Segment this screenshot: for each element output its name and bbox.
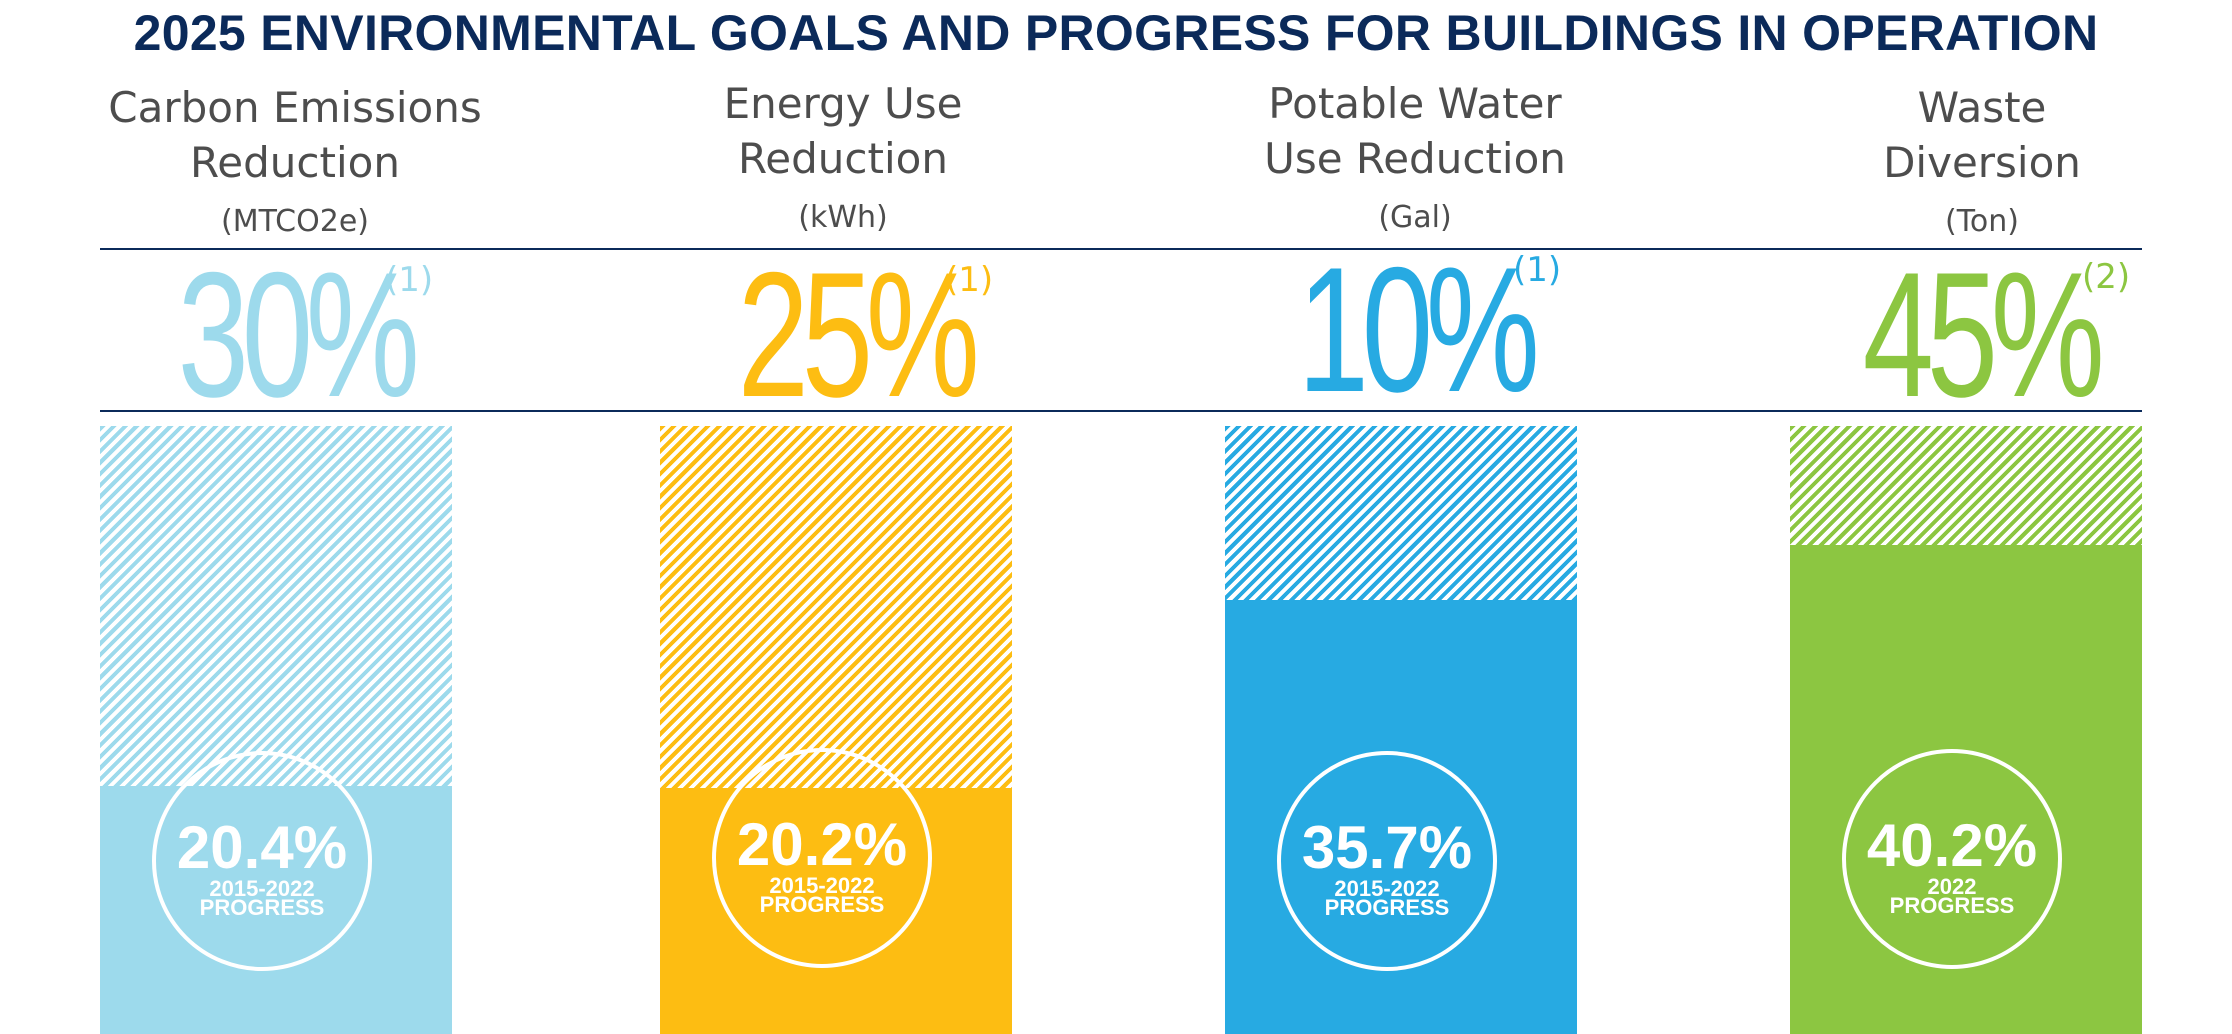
column-header: Carbon Emissions Reduction (MTCO2e) xyxy=(85,80,505,242)
top-divider xyxy=(100,248,2142,250)
unit-label: (MTCO2e) xyxy=(221,204,369,239)
goal-footnote: (1) xyxy=(1513,250,1562,290)
goal: 25% (1) xyxy=(645,235,1065,434)
unit-label: (Gal) xyxy=(1378,200,1452,235)
unit-label: (Ton) xyxy=(1944,204,2019,239)
progress-caption: PROGRESS xyxy=(1889,893,2015,918)
progress-value: 35.7% xyxy=(1301,814,1473,881)
progress-period: 2015-2022 xyxy=(769,873,875,898)
progress-period: 2015-2022 xyxy=(1334,876,1440,901)
progress-caption: PROGRESS xyxy=(1324,895,1450,920)
column-header: Energy Use Reduction (kWh) xyxy=(633,76,1053,238)
progress-ring: 20.4% 2015-2022 PROGRESS xyxy=(152,751,372,971)
goal-footnote: (1) xyxy=(945,260,994,300)
unit-label: (kWh) xyxy=(798,200,888,235)
goal: 30% (1) xyxy=(85,235,505,434)
bottom-divider xyxy=(100,410,2142,412)
goal-hatch xyxy=(100,426,452,786)
progress-ring: 20.2% 2015-2022 PROGRESS xyxy=(712,748,932,968)
progress-caption: PROGRESS xyxy=(199,895,325,920)
goal-footnote: (2) xyxy=(2082,257,2131,297)
goal-hatch xyxy=(1225,426,1577,600)
progress-ring: 40.2% 2022 PROGRESS xyxy=(1842,749,2062,969)
chart-title: 2025 ENVIRONMENTAL GOALS AND PROGRESS FO… xyxy=(133,5,2099,61)
progress-period: 2015-2022 xyxy=(209,876,315,901)
progress-value: 20.2% xyxy=(736,811,908,878)
progress-period: 2022 xyxy=(1927,874,1977,899)
goal-value: 30% xyxy=(177,235,420,434)
goal-value: 10% xyxy=(1297,230,1540,429)
progress-ring: 35.7% 2015-2022 PROGRESS xyxy=(1277,751,1497,971)
bar-water: 35.7% 2015-2022 PROGRESS xyxy=(1225,426,1577,1034)
goal-value: 25% xyxy=(737,235,980,434)
metric-label: Carbon Emissions Reduction xyxy=(108,83,482,187)
column-header: Potable Water Use Reduction (Gal) xyxy=(1205,76,1625,238)
column-header: Waste Diversion (Ton) xyxy=(1772,80,2192,242)
progress-caption: PROGRESS xyxy=(759,892,885,917)
bar-energy: 20.2% 2015-2022 PROGRESS xyxy=(660,426,1012,1034)
goal-value: 45% xyxy=(1862,235,2105,434)
metric-label: Energy Use Reduction xyxy=(723,79,963,183)
goal-footnote: (1) xyxy=(385,260,434,300)
progress-value: 20.4% xyxy=(176,814,348,881)
bar-waste: 40.2% 2022 PROGRESS xyxy=(1790,426,2142,1034)
goal-hatch xyxy=(1790,426,2142,545)
progress-value: 40.2% xyxy=(1866,812,2038,879)
goal-hatch xyxy=(660,426,1012,788)
bar-carbon: 20.4% 2015-2022 PROGRESS xyxy=(100,426,452,1034)
goal: 45% (2) xyxy=(1770,235,2190,434)
metric-label: Waste Diversion xyxy=(1883,83,2081,187)
metric-label: Potable Water Use Reduction xyxy=(1264,79,1566,183)
goal: 10% (1) xyxy=(1205,230,1625,429)
